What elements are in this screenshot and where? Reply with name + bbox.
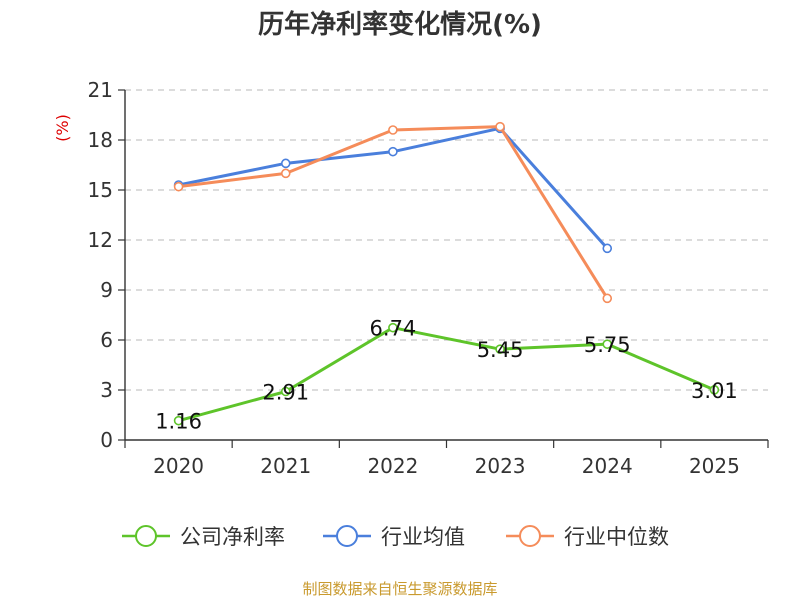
y-tick-label: 9 xyxy=(100,278,113,302)
data-label: 2.91 xyxy=(262,381,309,405)
series-point-2 xyxy=(495,121,505,132)
legend-marker xyxy=(336,525,358,547)
data-label: 3.01 xyxy=(691,379,738,403)
series-point-0 xyxy=(173,415,184,426)
x-ticks: 2020 2021 2022 2023 2024 2025 xyxy=(153,454,740,478)
x-tick-label: 2025 xyxy=(689,454,740,478)
data-label: 6.74 xyxy=(370,317,417,341)
axes xyxy=(118,89,769,448)
series-point-2 xyxy=(280,168,291,179)
x-tick-label: 2024 xyxy=(582,454,633,478)
y-tick-label: 0 xyxy=(100,428,113,452)
chart-title: 历年净利率变化情况(%) xyxy=(258,10,542,40)
legend-marker xyxy=(135,525,157,547)
series-point-1 xyxy=(388,146,398,157)
source-note: 制图数据来自恒生聚源数据库 xyxy=(302,580,498,598)
legend-marker xyxy=(519,525,541,547)
y-axis-label: (%) xyxy=(53,114,72,142)
series-point-0 xyxy=(495,344,505,354)
y-tick-label: 21 xyxy=(88,78,113,102)
y-tick-label: 18 xyxy=(88,128,113,152)
y-tick-label: 3 xyxy=(100,378,113,402)
series-point-0 xyxy=(280,386,291,397)
series-point-2 xyxy=(602,293,613,304)
y-tick-label: 6 xyxy=(100,328,113,352)
series-point-0 xyxy=(602,339,613,349)
y-tick-label: 15 xyxy=(88,178,113,202)
data-label: 1.16 xyxy=(155,410,202,434)
grid-lines xyxy=(125,89,768,391)
legend-label: 公司净利率 xyxy=(180,525,285,549)
legend-label: 行业中位数 xyxy=(564,525,669,549)
series-point-1 xyxy=(280,158,291,169)
data-label: 5.75 xyxy=(584,333,631,357)
legend: 公司净利率 行业均值 行业中位数 xyxy=(122,525,669,549)
series-point-2 xyxy=(173,181,184,192)
legend-label: 行业均值 xyxy=(381,525,465,549)
series-point-0 xyxy=(709,385,720,395)
series-layer xyxy=(173,121,720,426)
x-tick-label: 2022 xyxy=(367,454,418,478)
y-ticks: 0 3 6 9 12 15 18 21 xyxy=(88,78,113,452)
series-point-1 xyxy=(602,243,613,254)
series-point-0 xyxy=(388,322,398,333)
x-tick-label: 2020 xyxy=(153,454,204,478)
y-tick-label: 12 xyxy=(88,228,113,252)
x-tick-label: 2023 xyxy=(475,454,526,478)
data-label: 5.45 xyxy=(477,338,524,362)
series-line-0 xyxy=(178,326,716,423)
series-point-2 xyxy=(388,125,398,135)
x-tick-label: 2021 xyxy=(260,454,311,478)
series-line-1 xyxy=(178,126,609,250)
data-labels: 1.16 2.91 6.74 5.45 5.75 3.01 xyxy=(155,317,738,434)
